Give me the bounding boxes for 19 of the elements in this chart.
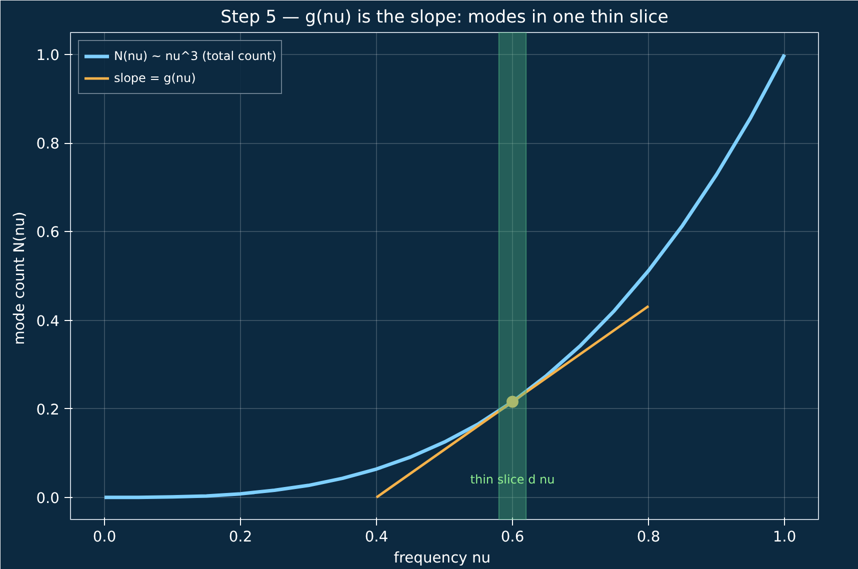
y-tick-label: 0.6 [36, 224, 60, 242]
y-tick-label: 0.8 [36, 136, 60, 153]
x-tick-label: 0.2 [228, 528, 252, 546]
x-tick-label: 0.0 [92, 528, 116, 546]
x-tick-label: 0.4 [364, 528, 388, 546]
y-tick-label: 0.2 [36, 401, 60, 418]
legend-label: N(nu) ~ nu^3 (total count) [114, 49, 276, 63]
y-tick-label: 0.4 [36, 312, 60, 330]
y-tick-label: 0.0 [36, 490, 60, 507]
x-tick-label: 0.6 [500, 528, 524, 546]
y-axis-title: mode count N(nu) [11, 212, 28, 345]
y-tick-label: 1.0 [36, 47, 60, 64]
legend-label: slope = g(nu) [114, 71, 196, 85]
annotation: thin slice d nu [470, 472, 555, 486]
x-tick-label: 0.8 [636, 528, 660, 546]
x-axis-title: frequency nu [394, 550, 491, 566]
chart-title: Step 5 — g(nu) is the slope: modes in one thin slice [220, 8, 668, 28]
x-tick-label: 1.0 [772, 528, 796, 546]
line-series [102, 52, 786, 500]
